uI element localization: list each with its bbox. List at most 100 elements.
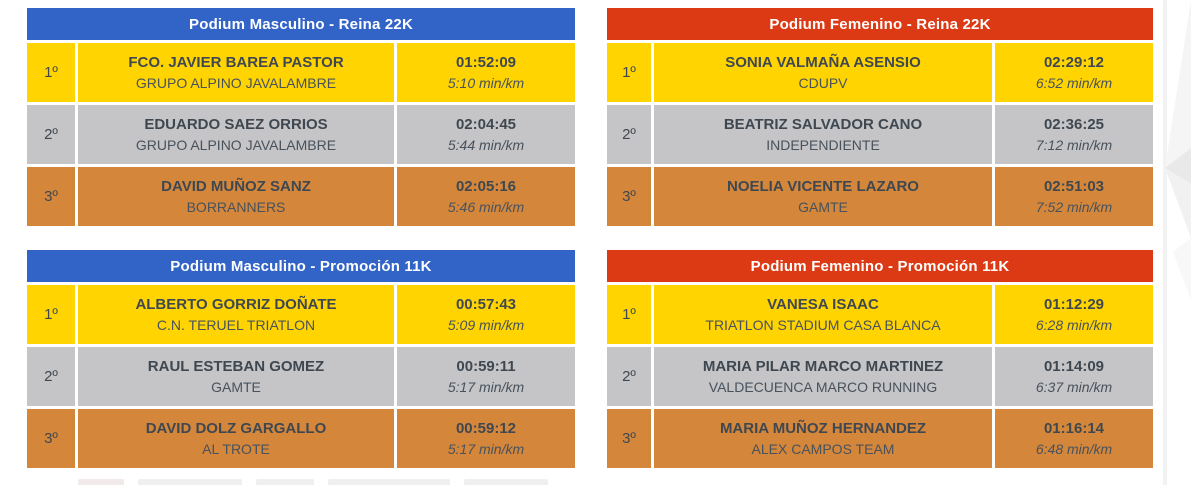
cutoff-text-fragment [78, 479, 698, 485]
pace: 5:17 min/km [447, 378, 525, 395]
time-cell: 02:05:16 5:46 min/km [397, 167, 575, 226]
pace: 6:28 min/km [1035, 316, 1113, 333]
pace: 6:37 min/km [1035, 378, 1113, 395]
pace: 6:48 min/km [1035, 440, 1113, 457]
runner-club: TRIATLON STADIUM CASA BLANCA [705, 316, 941, 333]
runner-name: BEATRIZ SALVADOR CANO [723, 115, 923, 133]
rank-cell: 2º [27, 105, 75, 164]
finish-time: 02:05:16 [455, 177, 517, 195]
podium-table-title: Podium Femenino - Promoción 11K [750, 257, 1010, 275]
rank-cell: 3º [27, 167, 75, 226]
podium-row-2: 2º BEATRIZ SALVADOR CANO INDEPENDIENTE 0… [607, 105, 1153, 164]
time-cell: 01:52:09 5:10 min/km [397, 43, 575, 102]
runner-club: BORRANNERS [186, 198, 286, 215]
podium-table-masculino-promocion-11k: Podium Masculino - Promoción 11K 1º ALBE… [27, 250, 575, 471]
runner-name: FCO. JAVIER BAREA PASTOR [128, 53, 344, 71]
rank-cell: 2º [607, 347, 651, 406]
time-cell: 02:36:25 7:12 min/km [995, 105, 1153, 164]
rank-cell: 2º [607, 105, 651, 164]
runner-club: INDEPENDIENTE [766, 136, 880, 153]
podium-row-3: 3º MARIA MUÑOZ HERNANDEZ ALEX CAMPOS TEA… [607, 409, 1153, 468]
runner-cell: BEATRIZ SALVADOR CANO INDEPENDIENTE [654, 105, 992, 164]
runner-cell: FCO. JAVIER BAREA PASTOR GRUPO ALPINO JA… [78, 43, 394, 102]
runner-club: ALEX CAMPOS TEAM [751, 440, 895, 457]
finish-time: 01:14:09 [1043, 357, 1105, 375]
finish-time: 01:12:29 [1043, 295, 1105, 313]
time-cell: 01:16:14 6:48 min/km [995, 409, 1153, 468]
finish-time: 02:29:12 [1043, 53, 1105, 71]
podium-table-header: Podium Masculino - Reina 22K [27, 8, 575, 40]
podium-table-title: Podium Masculino - Promoción 11K [170, 257, 432, 275]
pace: 5:44 min/km [447, 136, 525, 153]
runner-club: AL TROTE [202, 440, 270, 457]
finish-time: 02:51:03 [1043, 177, 1105, 195]
pace: 5:09 min/km [447, 316, 525, 333]
podium-row-1: 1º ALBERTO GORRIZ DOÑATE C.N. TERUEL TRI… [27, 285, 575, 344]
runner-cell: ALBERTO GORRIZ DOÑATE C.N. TERUEL TRIATL… [78, 285, 394, 344]
finish-time: 00:59:12 [455, 419, 517, 437]
time-cell: 00:59:11 5:17 min/km [397, 347, 575, 406]
rank-cell: 1º [607, 285, 651, 344]
podium-table-femenino-reina-22k: Podium Femenino - Reina 22K 1º SONIA VAL… [607, 8, 1153, 229]
runner-cell: EDUARDO SAEZ ORRIOS GRUPO ALPINO JAVALAM… [78, 105, 394, 164]
runner-club: CDUPV [798, 74, 848, 91]
podium-row-1: 1º FCO. JAVIER BAREA PASTOR GRUPO ALPINO… [27, 43, 575, 102]
podium-table-header: Podium Masculino - Promoción 11K [27, 250, 575, 282]
pace: 5:46 min/km [447, 198, 525, 215]
time-cell: 02:29:12 6:52 min/km [995, 43, 1153, 102]
time-cell: 02:51:03 7:52 min/km [995, 167, 1153, 226]
runner-name: DAVID MUÑOZ SANZ [161, 177, 311, 195]
rank-cell: 1º [607, 43, 651, 102]
runner-name: NOELIA VICENTE LAZARO [727, 177, 919, 195]
runner-cell: RAUL ESTEBAN GOMEZ GAMTE [78, 347, 394, 406]
time-cell: 02:04:45 5:44 min/km [397, 105, 575, 164]
time-cell: 00:59:12 5:17 min/km [397, 409, 575, 468]
runner-club: C.N. TERUEL TRIATLON [156, 316, 316, 333]
pace: 6:52 min/km [1035, 74, 1113, 91]
podium-row-3: 3º DAVID DOLZ GARGALLO AL TROTE 00:59:12… [27, 409, 575, 468]
runner-name: EDUARDO SAEZ ORRIOS [144, 115, 328, 133]
podium-row-2: 2º MARIA PILAR MARCO MARTINEZ VALDECUENC… [607, 347, 1153, 406]
page-edge-divider [1163, 0, 1167, 485]
runner-cell: NOELIA VICENTE LAZARO GAMTE [654, 167, 992, 226]
pace: 7:12 min/km [1035, 136, 1113, 153]
runner-club: GAMTE [211, 378, 261, 395]
finish-time: 02:04:45 [455, 115, 517, 133]
runner-cell: DAVID DOLZ GARGALLO AL TROTE [78, 409, 394, 468]
podium-table-title: Podium Masculino - Reina 22K [189, 15, 413, 33]
pace: 7:52 min/km [1035, 198, 1113, 215]
rank-cell: 3º [607, 167, 651, 226]
runner-name: MARIA MUÑOZ HERNANDEZ [719, 419, 927, 437]
time-cell: 01:12:29 6:28 min/km [995, 285, 1153, 344]
time-cell: 01:14:09 6:37 min/km [995, 347, 1153, 406]
rank-cell: 3º [27, 409, 75, 468]
runner-name: MARIA PILAR MARCO MARTINEZ [702, 357, 944, 375]
rank-cell: 2º [27, 347, 75, 406]
podium-row-2: 2º RAUL ESTEBAN GOMEZ GAMTE 00:59:11 5:1… [27, 347, 575, 406]
podium-row-1: 1º SONIA VALMAÑA ASENSIO CDUPV 02:29:12 … [607, 43, 1153, 102]
rank-cell: 3º [607, 409, 651, 468]
podium-row-3: 3º DAVID MUÑOZ SANZ BORRANNERS 02:05:16 … [27, 167, 575, 226]
runner-club: GRUPO ALPINO JAVALAMBRE [135, 74, 337, 91]
runner-name: ALBERTO GORRIZ DOÑATE [135, 295, 337, 313]
pace: 5:10 min/km [447, 74, 525, 91]
rank-cell: 1º [27, 285, 75, 344]
finish-time: 01:16:14 [1043, 419, 1105, 437]
runner-club: GAMTE [798, 198, 848, 215]
runner-cell: MARIA PILAR MARCO MARTINEZ VALDECUENCA M… [654, 347, 992, 406]
podium-table-header: Podium Femenino - Promoción 11K [607, 250, 1153, 282]
rank-cell: 1º [27, 43, 75, 102]
runner-name: RAUL ESTEBAN GOMEZ [147, 357, 325, 375]
runner-cell: SONIA VALMAÑA ASENSIO CDUPV [654, 43, 992, 102]
runner-cell: MARIA MUÑOZ HERNANDEZ ALEX CAMPOS TEAM [654, 409, 992, 468]
podium-row-3: 3º NOELIA VICENTE LAZARO GAMTE 02:51:03 … [607, 167, 1153, 226]
podium-table-title: Podium Femenino - Reina 22K [769, 15, 991, 33]
runner-club: GRUPO ALPINO JAVALAMBRE [135, 136, 337, 153]
finish-time: 00:59:11 [456, 357, 516, 375]
runner-cell: DAVID MUÑOZ SANZ BORRANNERS [78, 167, 394, 226]
time-cell: 00:57:43 5:09 min/km [397, 285, 575, 344]
finish-time: 02:36:25 [1043, 115, 1105, 133]
podium-table-femenino-promocion-11k: Podium Femenino - Promoción 11K 1º VANES… [607, 250, 1153, 471]
podium-table-masculino-reina-22k: Podium Masculino - Reina 22K 1º FCO. JAV… [27, 8, 575, 229]
runner-name: VANESA ISAAC [767, 295, 879, 313]
